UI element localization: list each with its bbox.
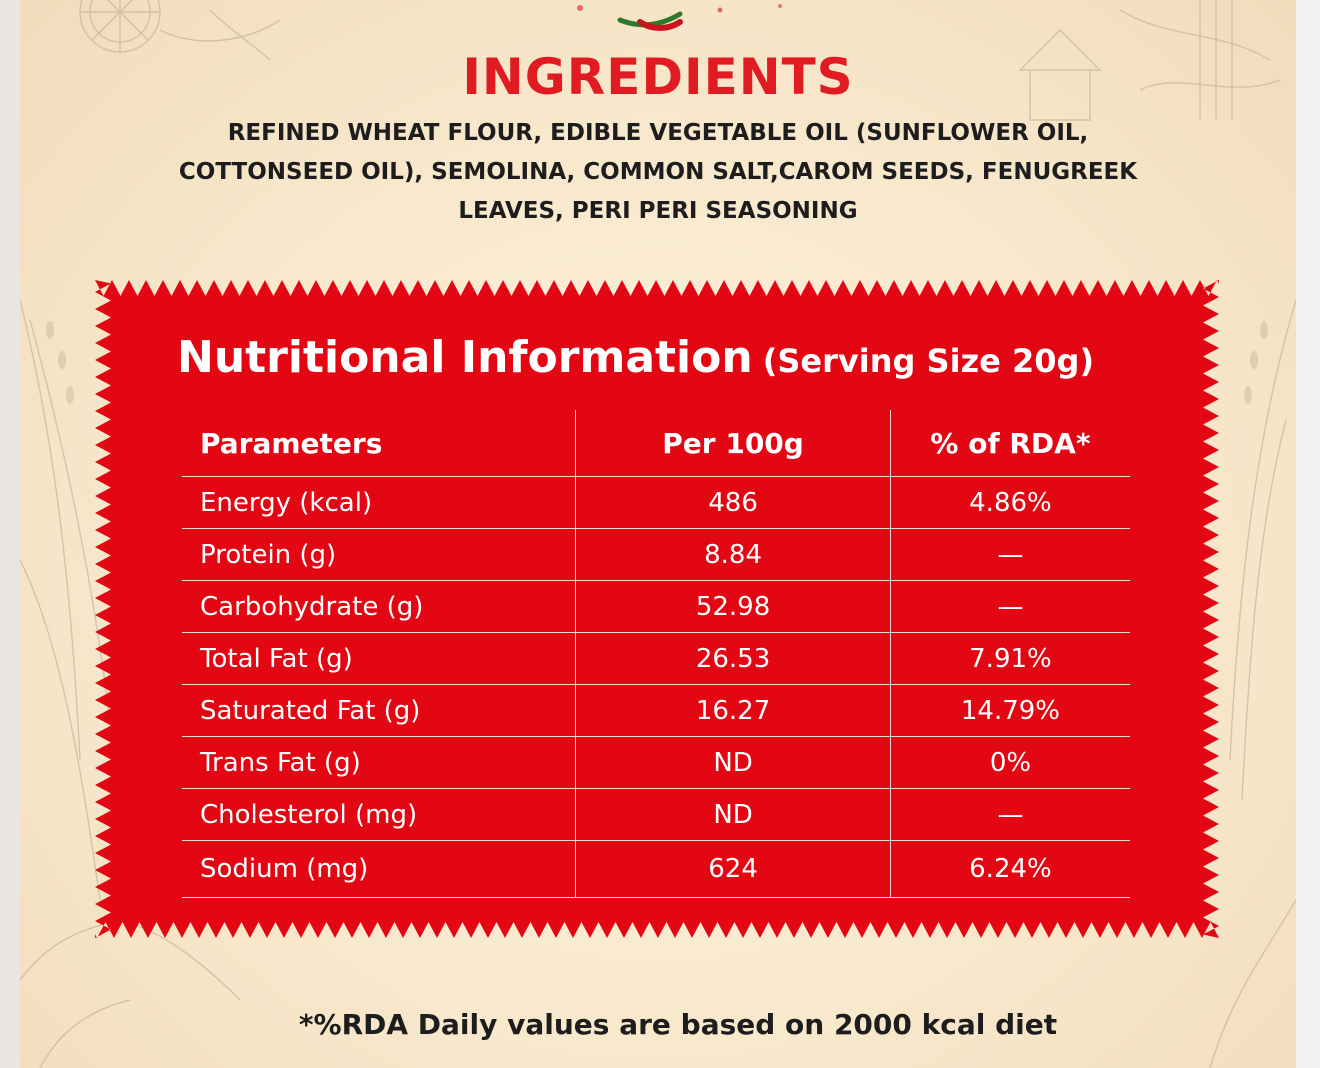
background-sketch-illustration	[20, 0, 1296, 1068]
row-rda: 14.79%	[889, 684, 1130, 737]
table-row: Trans Fat (g) ND 0%	[182, 736, 1130, 789]
row-per-100g: 8.84	[575, 528, 891, 581]
row-per-100g: ND	[575, 788, 891, 841]
header-rda: % of RDA*	[889, 410, 1130, 477]
table-row: Saturated Fat (g) 16.27 14.79%	[182, 684, 1130, 737]
table-header-row: Parameters Per 100g % of RDA*	[182, 410, 1130, 477]
table-row: Protein (g) 8.84 —	[182, 528, 1130, 581]
table-row: Total Fat (g) 26.53 7.91%	[182, 632, 1130, 685]
garnish-illustration	[577, 4, 782, 31]
row-rda: 0%	[889, 736, 1130, 789]
nutrition-panel: Nutritional Information (Serving Size 20g…	[95, 280, 1219, 938]
row-rda: 4.86%	[889, 476, 1130, 529]
ingredients-heading: INGREDIENTS	[462, 48, 854, 106]
header-parameters: Parameters	[200, 426, 383, 460]
ingredients-list: REFINED WHEAT FLOUR, EDIBLE VEGETABLE OI…	[178, 120, 1138, 224]
row-per-100g: 16.27	[575, 684, 891, 737]
row-per-100g: 52.98	[575, 580, 891, 633]
rda-footnote: *%RDA Daily values are based on 2000 kca…	[298, 1008, 1058, 1041]
header-per-100g: Per 100g	[575, 410, 891, 477]
table-row: Sodium (mg) 624 6.24%	[182, 840, 1130, 898]
serving-size-label: (Serving Size 20g)	[762, 342, 1095, 380]
right-margin-strip	[1296, 0, 1320, 1068]
row-per-100g: 26.53	[575, 632, 891, 685]
row-parameter: Protein (g)	[182, 528, 576, 581]
row-rda: 6.24%	[889, 840, 1130, 898]
table-row: Carbohydrate (g) 52.98 —	[182, 580, 1130, 633]
row-rda: 7.91%	[889, 632, 1130, 685]
row-per-100g: 624	[575, 840, 891, 898]
row-per-100g: ND	[575, 736, 891, 789]
nutrition-title-main: Nutritional Information	[177, 332, 753, 383]
row-parameter: Energy (kcal)	[182, 476, 576, 529]
table-row: Energy (kcal) 486 4.86%	[182, 476, 1130, 529]
product-info-page: INGREDIENTS REFINED WHEAT FLOUR, EDIBLE …	[20, 0, 1296, 1068]
row-parameter: Carbohydrate (g)	[182, 580, 576, 633]
row-rda: —	[889, 788, 1130, 841]
row-parameter: Cholesterol (mg)	[182, 788, 576, 841]
row-rda: —	[889, 528, 1130, 581]
row-parameter: Saturated Fat (g)	[182, 684, 576, 737]
row-rda: —	[889, 580, 1130, 633]
nutrition-table: Parameters Per 100g % of RDA* Energy (kc…	[182, 410, 1130, 898]
nutrition-title: Nutritional Information (Serving Size 20g…	[177, 332, 1094, 383]
row-parameter: Sodium (mg)	[182, 840, 576, 898]
table-row: Cholesterol (mg) ND —	[182, 788, 1130, 841]
row-parameter: Total Fat (g)	[182, 632, 576, 685]
row-per-100g: 486	[575, 476, 891, 529]
row-parameter: Trans Fat (g)	[182, 736, 576, 789]
